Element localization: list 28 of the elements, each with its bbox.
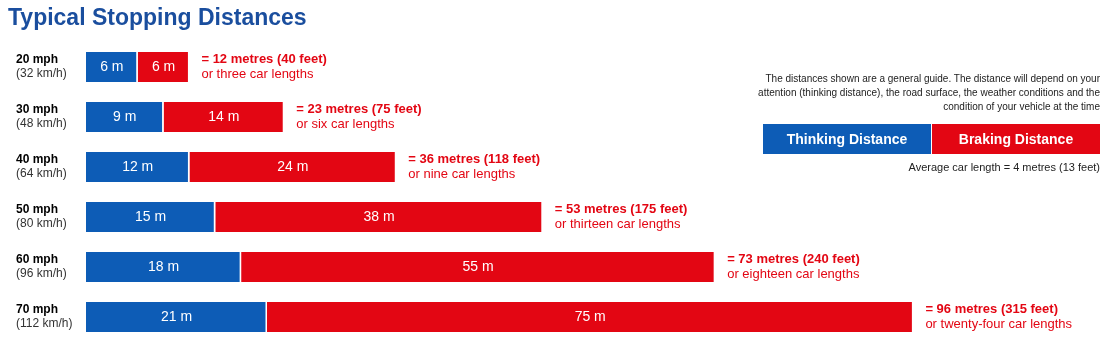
legend: Thinking Distance Braking Distance bbox=[763, 124, 1100, 154]
y-tick-label: 60 mph (96 km/h) bbox=[16, 252, 67, 281]
data-label: 6 m bbox=[100, 57, 124, 74]
annotation: The distances shown are a general guide. The distance will depend on your attention (thinking distance), the road surface, the weather conditions and the condition of your vehicle at the time bbox=[757, 72, 1100, 114]
y-tick-label: 50 mph (80 km/h) bbox=[16, 202, 67, 231]
chart-title: Typical Stopping Distances bbox=[8, 4, 307, 31]
y-tick-label: 20 mph (32 km/h) bbox=[16, 52, 67, 81]
data-label: 38 m bbox=[363, 207, 395, 224]
y-tick-label: 40 mph (64 km/h) bbox=[16, 152, 67, 181]
data-label: 6 m bbox=[151, 57, 176, 74]
total-label: = 96 metres (315 feet) or twenty-four car lengths bbox=[925, 301, 1073, 332]
data-label: 55 m bbox=[462, 257, 494, 274]
y-tick-label: 70 mph (112 km/h) bbox=[16, 302, 73, 331]
data-label: 9 m bbox=[113, 107, 137, 124]
total-label: = 12 metres (40 feet) or three car lengths bbox=[201, 51, 327, 82]
data-label: 21 m bbox=[160, 307, 193, 324]
total-label: = 36 metres (118 feet) or nine car lengths bbox=[408, 151, 541, 182]
data-label: 18 m bbox=[148, 257, 180, 274]
data-label: 15 m bbox=[135, 207, 167, 224]
data-label: 75 m bbox=[574, 307, 606, 324]
y-tick-label: 30 mph (48 km/h) bbox=[16, 102, 67, 131]
annotation: Average car length = 4 metres (13 feet) bbox=[908, 161, 1100, 173]
total-label: = 73 metres (240 feet) or eighteen car lengths bbox=[727, 251, 860, 282]
total-label: = 23 metres (75 feet) or six car lengths bbox=[296, 101, 422, 132]
data-label: 24 m bbox=[277, 157, 309, 174]
data-label: 14 m bbox=[208, 107, 240, 124]
data-label: 12 m bbox=[122, 157, 154, 174]
total-label: = 53 metres (175 feet) or thirteen car lengths bbox=[554, 201, 688, 232]
